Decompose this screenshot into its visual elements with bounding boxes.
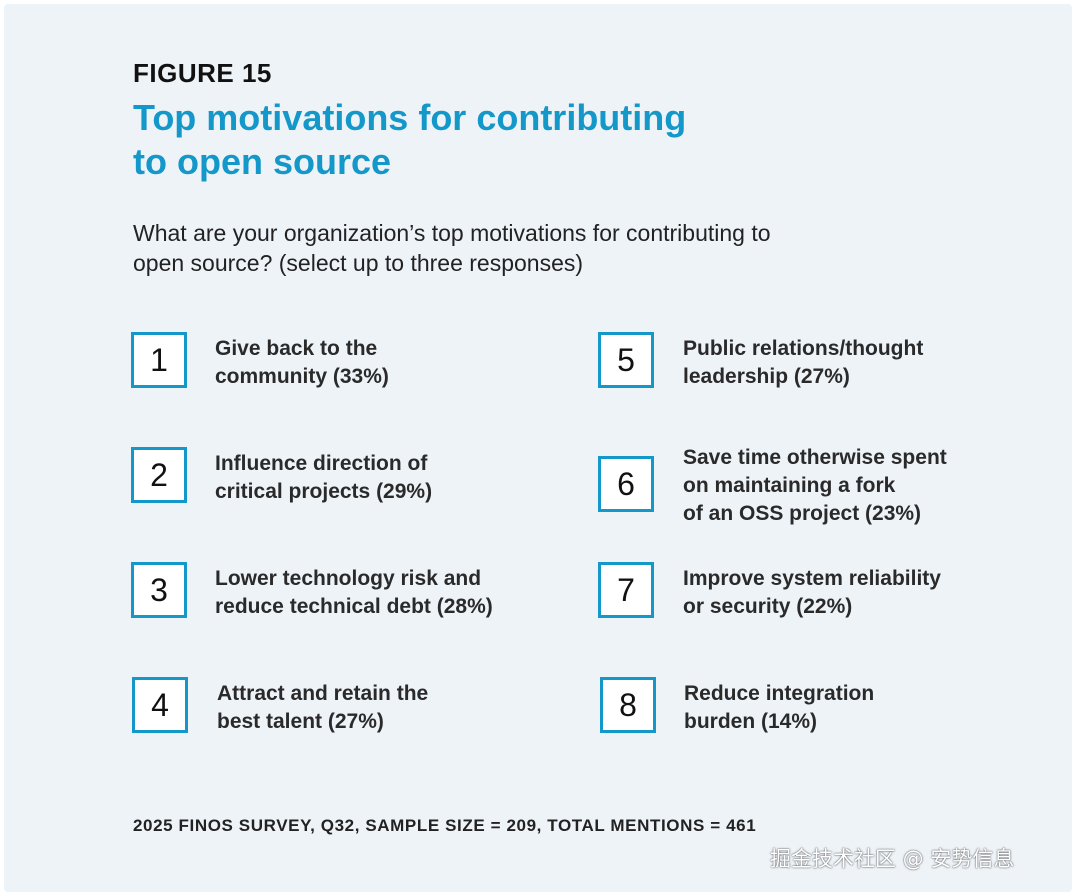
watermark: 掘金技术社区 @ 安势信息 [770,847,1015,871]
figure-title-line-2: to open source [133,141,392,182]
item-label: Improve system reliability or security (… [683,565,941,621]
survey-question-line-1: What are your organization’s top motivat… [133,220,771,246]
item-number-box: 3 [131,562,187,618]
item-number-box: 7 [598,562,654,618]
item-label-line: burden (14%) [684,710,818,733]
item-label-line: on maintaining a fork [683,474,896,497]
item-number-box: 2 [131,447,187,503]
item-label-line: critical projects (29%) [215,480,433,503]
item-label-line: Public relations/thought [683,337,924,360]
figure-label: FIGURE 15 [133,58,272,88]
item-label: Lower technology risk and reduce technic… [215,565,493,621]
item-label-line: Attract and retain the [217,682,429,705]
item-label: Save time otherwise spent on maintaining… [683,444,947,528]
item-label-line: community (33%) [215,365,389,388]
item-number-box: 5 [598,332,654,388]
item-number-box: 4 [132,677,188,733]
item-number-box: 1 [131,332,187,388]
survey-question-line-2: open source? (select up to three respons… [133,250,584,276]
item-number-box: 6 [598,456,654,512]
item-label-line: Improve system reliability [683,567,941,590]
survey-source-footer: 2025 FINOS SURVEY, Q32, SAMPLE SIZE = 20… [133,816,757,835]
item-label: Public relations/thought leadership (27%… [683,335,923,391]
item-label-line: best talent (27%) [217,710,384,733]
survey-question: What are your organization’s top motivat… [133,218,953,278]
figure-title: Top motivations for contributing to open… [133,96,853,184]
item-label: Reduce integration burden (14%) [684,680,874,736]
item-label-line: leadership (27%) [683,365,850,388]
item-label-line: Lower technology risk and [215,567,482,590]
item-label-line: reduce technical debt (28%) [215,595,493,618]
item-label: Attract and retain the best talent (27%) [217,680,428,736]
item-label-line: Give back to the [215,337,378,360]
item-label-line: Save time otherwise spent [683,446,947,469]
item-label-line: Influence direction of [215,452,428,475]
item-label-line: or security (22%) [683,595,853,618]
item-label: Influence direction of critical projects… [215,450,432,506]
item-label-line: of an OSS project (23%) [683,502,922,525]
figure-title-line-1: Top motivations for contributing [133,97,687,138]
figure-panel: FIGURE 15 Top motivations for contributi… [4,4,1072,892]
item-number-box: 8 [600,677,656,733]
item-label-line: Reduce integration [684,682,875,705]
item-label: Give back to the community (33%) [215,335,389,391]
